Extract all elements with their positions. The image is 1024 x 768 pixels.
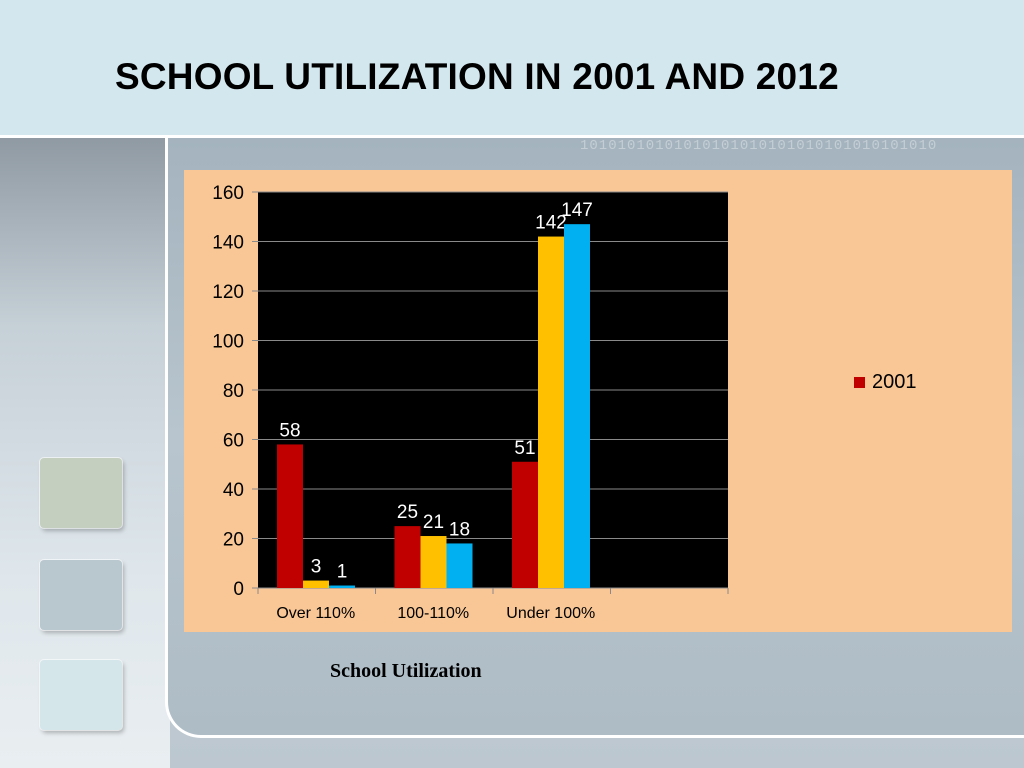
y-tick-label: 160 bbox=[212, 183, 244, 204]
data-label: 25 bbox=[397, 502, 418, 523]
title-bar: SCHOOL UTILIZATION IN 2001 AND 2012 bbox=[0, 0, 1024, 138]
data-label: 58 bbox=[279, 420, 300, 441]
data-label: 51 bbox=[514, 438, 535, 459]
chart-caption: School Utilization bbox=[330, 660, 482, 682]
bar bbox=[394, 526, 421, 588]
bar bbox=[329, 585, 355, 588]
legend-label: 2001 bbox=[872, 371, 917, 393]
y-tick-label: 0 bbox=[233, 579, 244, 600]
y-tick-label: 40 bbox=[223, 480, 244, 501]
y-tick-label: 80 bbox=[223, 381, 244, 402]
data-label: 21 bbox=[423, 512, 444, 533]
bar bbox=[446, 543, 473, 588]
background-binary-pattern: 10101010101010101010101010101010101010 bbox=[580, 138, 938, 154]
slide-title: SCHOOL UTILIZATION IN 2001 AND 2012 bbox=[115, 56, 839, 97]
data-label: 1 bbox=[337, 562, 348, 583]
data-label: 18 bbox=[449, 519, 470, 540]
decorative-swatch-3 bbox=[40, 660, 122, 730]
y-tick-label: 20 bbox=[223, 530, 244, 551]
bar bbox=[538, 236, 564, 589]
decorative-swatch-1 bbox=[40, 458, 122, 528]
x-tick-label: Under 100% bbox=[506, 605, 595, 622]
bar bbox=[564, 224, 590, 589]
bar-chart: 0 20 40 60 80 100 120 140 160 58 3 1 Over 110% 25 21 18… bbox=[184, 170, 1012, 632]
legend-swatch bbox=[854, 377, 865, 388]
bar bbox=[277, 444, 303, 588]
data-label: 142 bbox=[535, 213, 567, 234]
bar bbox=[512, 461, 538, 588]
x-tick-label: Over 110% bbox=[276, 605, 355, 622]
bar bbox=[420, 536, 447, 588]
data-label: 3 bbox=[311, 557, 322, 578]
y-tick-label: 100 bbox=[212, 332, 244, 353]
bar bbox=[303, 580, 329, 588]
y-tick-label: 60 bbox=[223, 431, 244, 452]
data-label: 147 bbox=[561, 200, 593, 221]
chart-container: 0 20 40 60 80 100 120 140 160 58 3 1 Over 110% 25 21 18… bbox=[184, 170, 1012, 632]
y-tick-label: 120 bbox=[212, 282, 244, 303]
x-tick-label: 100-110% bbox=[397, 605, 469, 622]
y-tick-label: 140 bbox=[212, 233, 244, 254]
decorative-swatch-2 bbox=[40, 560, 122, 630]
